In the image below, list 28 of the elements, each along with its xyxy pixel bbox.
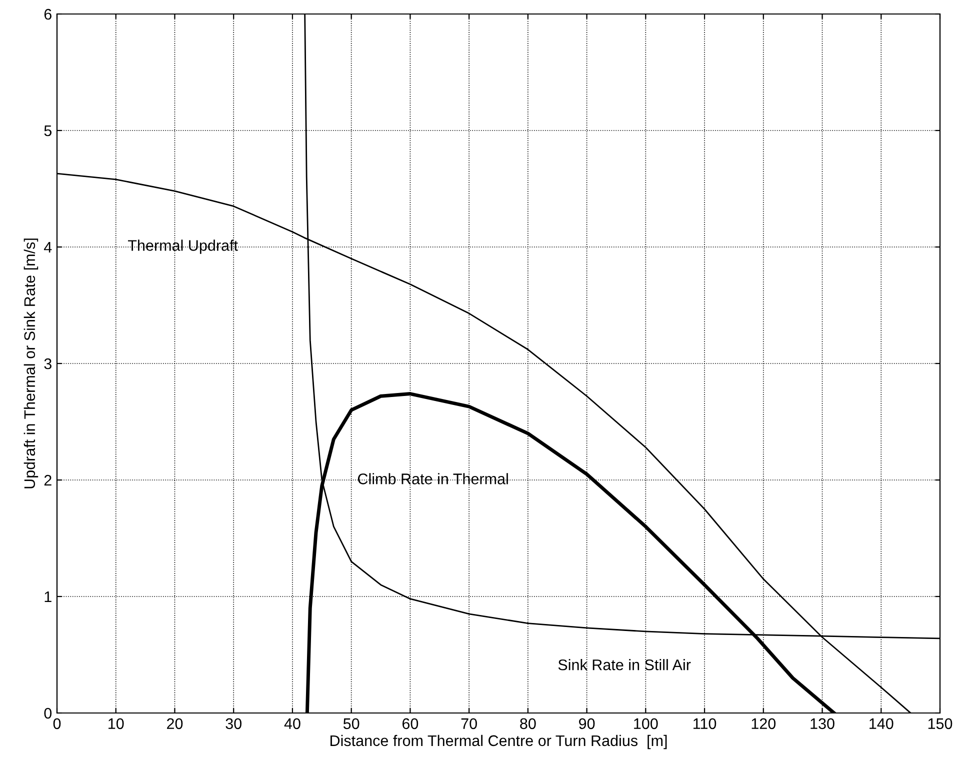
y-tick-label: 3 [44, 358, 52, 370]
y-tick-label: 4 [44, 242, 52, 253]
x-tick-label: 150 [928, 718, 952, 730]
x-tick-label: 0 [53, 718, 61, 730]
x-tick-label: 60 [402, 718, 418, 730]
x-tick-label: 70 [461, 718, 477, 730]
y-axis-title: Updraft in Thermal or Sink Rate [m/s] [24, 238, 38, 488]
x-tick-label: 80 [520, 718, 536, 730]
x-tick-label: 110 [694, 718, 716, 730]
y-tick-label: 5 [44, 126, 52, 136]
x-tick-label: 100 [634, 718, 658, 730]
x-axis-title: Distance from Thermal Centre or Turn Radius [m] [330, 734, 667, 750]
x-tick-label: 50 [343, 718, 360, 730]
y-tick-label: 6 [44, 8, 52, 20]
x-tick-label: 130 [810, 718, 834, 730]
x-tick-label: 90 [579, 718, 595, 730]
series-label: Sink Rate in Still Air [558, 659, 691, 670]
x-tick-label: 140 [870, 718, 894, 730]
y-tick-label: 2 [44, 474, 52, 486]
text: Climb Rate in Thermal [358, 473, 508, 484]
series-label: Thermal Updraft [128, 240, 238, 254]
x-tick-label: 40 [284, 718, 300, 730]
x-tick-label: 30 [226, 718, 242, 730]
x-tick-label: 20 [167, 718, 183, 730]
y-tick-label: 1 [44, 592, 52, 602]
x-tick-label: 120 [752, 718, 776, 730]
x-tick-label: 10 [108, 718, 124, 730]
y-tick-label: 0 [44, 708, 52, 719]
